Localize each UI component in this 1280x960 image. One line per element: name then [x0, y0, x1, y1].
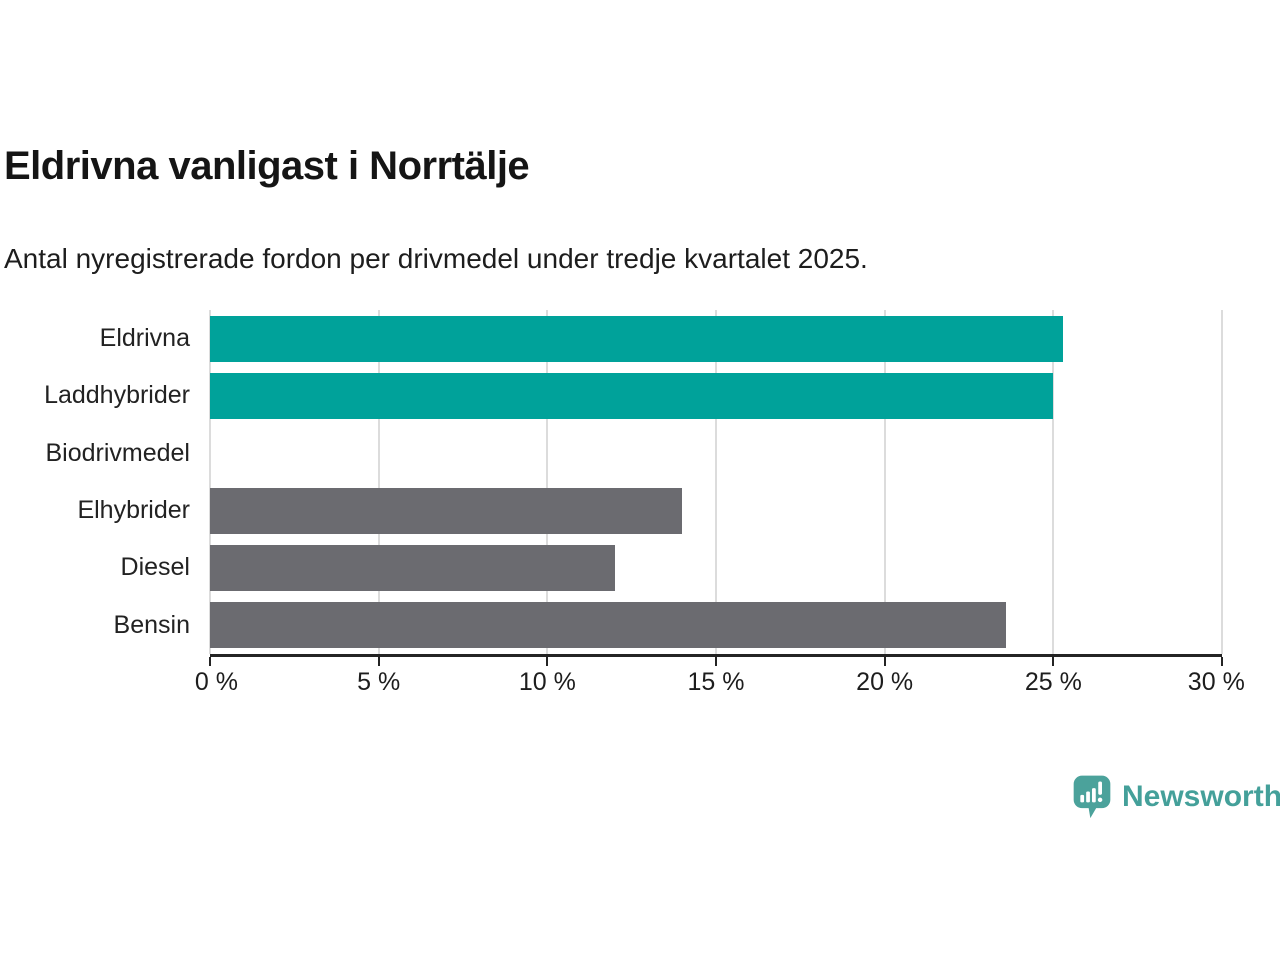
x-axis-tick-mark [715, 657, 717, 666]
bar-row [210, 482, 1222, 539]
category-label: Laddhybrider [44, 381, 190, 410]
bar-rows [210, 310, 1222, 654]
bar-diesel [210, 544, 615, 591]
bar-row [210, 425, 1222, 482]
category-labels: Eldrivna Laddhybrider Biodrivmedel Elhybrid… [0, 310, 190, 654]
gridline [715, 310, 717, 654]
chart-title: Eldrivna vanligast i Norrtälje [4, 144, 530, 188]
bar-row [210, 310, 1222, 367]
x-axis-tick-label: 10 % [518, 668, 576, 696]
x-axis-tick-label: 15 % [687, 668, 745, 696]
bar-bensin [210, 602, 1007, 649]
x-axis-tick-mark [546, 657, 549, 666]
x-axis-tick-mark [209, 657, 211, 666]
plot-area [209, 310, 1223, 666]
brand-name: Newsworthy [1122, 779, 1280, 813]
bar-eldrivna [210, 315, 1064, 362]
x-axis-tick-labels: 0 % 5 % 10 % 15 % 20 % 25 % 30 % [195, 668, 1245, 700]
chart-subtitle: Antal nyregistrerade fordon per drivmede… [4, 243, 868, 274]
x-axis-tick-label: 25 % [1024, 668, 1082, 696]
x-axis-tick-mark [1221, 657, 1223, 666]
gridline [1221, 310, 1223, 654]
x-axis-tick-label: 0 % [194, 668, 239, 696]
bar-laddhybrider [210, 372, 1054, 419]
newsworthy-speech-bubble-chart-icon [1073, 775, 1111, 819]
gridline [883, 310, 886, 654]
gridline [1052, 310, 1055, 654]
x-axis-tick-label: 5 % [357, 668, 401, 696]
category-label: Diesel [120, 553, 190, 582]
x-axis-tick-mark [1052, 657, 1055, 666]
category-label: Elhybrider [77, 496, 190, 525]
category-label: Biodrivmedel [45, 438, 190, 467]
x-axis-tick-label: 20 % [856, 668, 914, 696]
bar-row [210, 367, 1222, 424]
x-axis-tick-label: 30 % [1187, 668, 1245, 696]
x-axis-line [210, 654, 1222, 657]
x-axis-tick-mark [883, 657, 886, 666]
gridline [377, 310, 380, 654]
category-label: Eldrivna [99, 324, 190, 353]
bar-row [210, 539, 1222, 596]
newsworthy-logo: Newsworthy [1072, 774, 1280, 819]
category-label: Bensin [113, 610, 190, 639]
bar-row [210, 597, 1222, 654]
bar-elhybrider [210, 487, 683, 534]
x-axis-tick-mark [377, 657, 380, 666]
gridline [546, 310, 549, 654]
gridline [209, 310, 211, 654]
